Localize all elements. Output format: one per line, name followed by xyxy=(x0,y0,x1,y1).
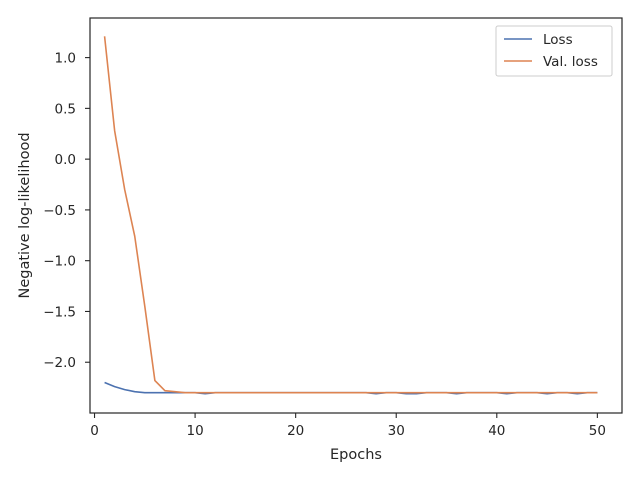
series-lines xyxy=(103,36,598,395)
x-axis-label: Epochs xyxy=(330,447,382,463)
y-tick-label: 0.0 xyxy=(55,152,76,168)
y-tick-label: −1.5 xyxy=(43,304,76,320)
y-axis-label: Negative log-likelihood xyxy=(17,132,33,298)
x-tick-label: 50 xyxy=(589,423,606,439)
y-tick-label: −0.5 xyxy=(43,203,76,219)
legend-label-loss: Loss xyxy=(543,32,573,48)
y-axis-ticks: 1.0 0.5 0.0 −0.5 −1.0 −1.5 −2.0 xyxy=(43,51,90,371)
x-axis-ticks: 0 10 20 30 40 50 xyxy=(90,413,606,439)
series-line-val-loss xyxy=(103,36,598,394)
y-tick-label: 1.0 xyxy=(55,51,76,67)
y-tick-label: 0.5 xyxy=(55,101,76,117)
y-tick-label: −2.0 xyxy=(43,355,76,371)
x-tick-label: 20 xyxy=(287,423,304,439)
x-tick-label: 40 xyxy=(488,423,505,439)
legend-label-val-loss: Val. loss xyxy=(543,54,598,70)
legend: Loss Val. loss xyxy=(495,25,613,77)
axes xyxy=(89,17,623,414)
x-tick-label: 10 xyxy=(186,423,203,439)
x-tick-label: 0 xyxy=(90,423,99,439)
x-tick-label: 30 xyxy=(388,423,405,439)
plot-frame xyxy=(89,17,623,414)
y-tick-label: −1.0 xyxy=(43,254,76,270)
